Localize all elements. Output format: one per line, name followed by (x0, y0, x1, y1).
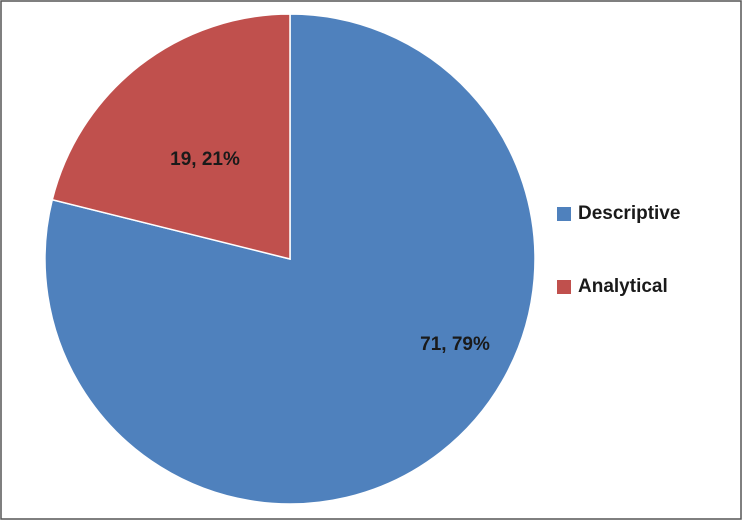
pie-slice (51, 13, 291, 260)
legend-swatch (557, 207, 571, 221)
legend-swatch (557, 280, 571, 294)
legend-label: Descriptive (578, 203, 680, 224)
data-label: 19, 21% (170, 149, 240, 170)
legend-label: Analytical (578, 276, 668, 297)
data-label: 71, 79% (420, 334, 490, 355)
